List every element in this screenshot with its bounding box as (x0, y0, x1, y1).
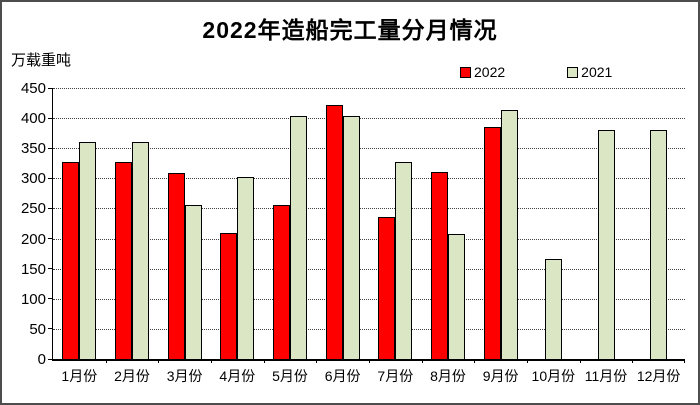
x-axis-label: 9月份 (482, 368, 519, 384)
gridline (53, 118, 685, 120)
bar-2021-2月份 (132, 142, 149, 359)
bar-group-7月份 (369, 162, 422, 359)
bar-group-8月份 (422, 172, 475, 359)
bar-2022-8月份 (431, 172, 449, 359)
y-axis-tick (48, 238, 53, 240)
bar-2022-3月份 (167, 173, 185, 359)
bar-group-2月份 (106, 142, 159, 359)
y-axis-label: 50 (29, 320, 46, 338)
legend-label-2021: 2021 (581, 64, 613, 80)
legend-item-2022: 2022 (460, 64, 505, 80)
y-axis-label: 200 (20, 230, 46, 248)
bar-group-4月份 (211, 177, 264, 359)
bar-groups (53, 88, 685, 359)
x-axis-label: 8月份 (430, 368, 466, 384)
y-axis-unit-label: 万载重吨 (11, 52, 72, 69)
chart-title: 2022年造船完工量分月情况 (202, 17, 498, 43)
bar-2021-5月份 (290, 116, 308, 359)
bar-2021-8月份 (448, 234, 466, 359)
legend-swatch-2022 (460, 66, 471, 78)
x-axis-label: 12月份 (636, 368, 681, 384)
bar-group-3月份 (158, 173, 211, 359)
legend-label-2022: 2022 (474, 64, 506, 80)
bar-group-12月份 (632, 130, 685, 359)
bar-2021-3月份 (184, 205, 202, 359)
bar-2022-4月份 (220, 233, 238, 359)
gridline (53, 328, 685, 330)
x-axis-label: 5月份 (272, 368, 308, 384)
y-axis-tick (48, 117, 53, 119)
bar-group-11月份 (580, 130, 633, 359)
x-axis-tick (579, 359, 581, 363)
bar-2022-9月份 (483, 127, 501, 359)
legend-item-2021: 2021 (567, 64, 612, 80)
bar-2021-1月份 (79, 142, 97, 359)
x-axis-tick (684, 359, 685, 363)
bar-group-6月份 (316, 105, 369, 359)
bar-2021-6月份 (342, 116, 360, 359)
x-axis-tick (421, 359, 423, 363)
x-axis-tick (369, 359, 370, 363)
bar-2022-2月份 (115, 162, 132, 359)
bar-2021-7月份 (395, 162, 413, 359)
bar-2021-12月份 (650, 130, 668, 359)
y-axis-tick (48, 207, 53, 209)
x-axis-tick (263, 359, 265, 363)
plot-area: 450 400 350 300 250 200 150 100 50 0 1月份 2月份 3月份 4月份 5… (21, 80, 685, 384)
gridline (53, 268, 685, 270)
bar-group-10月份 (527, 259, 580, 359)
x-axis-label: 11月份 (584, 368, 628, 384)
x-axis-tick (316, 359, 318, 363)
bar-2022-7月份 (378, 217, 396, 359)
bar-group-5月份 (264, 116, 317, 359)
x-axis-label: 10月份 (531, 368, 576, 384)
y-axis-tick (48, 147, 53, 149)
y-axis-label: 300 (20, 170, 46, 188)
gridline (53, 208, 685, 210)
y-axis-label: 100 (20, 290, 46, 308)
gridline (53, 238, 685, 240)
gridline (53, 298, 685, 300)
legend: 2022 2021 (460, 64, 612, 80)
x-axis-label: 7月份 (377, 368, 414, 384)
bar-2021-9月份 (500, 110, 518, 359)
bar-2021-10月份 (544, 259, 562, 359)
y-axis-tick (48, 177, 53, 179)
y-axis-tick (48, 358, 53, 360)
gridline (53, 178, 685, 180)
legend-swatch-2021 (567, 66, 579, 78)
y-axis-label: 0 (37, 351, 46, 368)
bar-2022-1月份 (62, 162, 80, 359)
y-axis-label: 400 (20, 110, 46, 128)
bar-2022-6月份 (325, 105, 343, 359)
x-axis-label: 4月份 (219, 368, 256, 384)
y-axis-tick (48, 298, 53, 300)
y-axis-label: 350 (20, 140, 46, 158)
bar-2021-11月份 (597, 130, 615, 359)
x-axis-label: 1月份 (61, 368, 98, 384)
y-axis-tick (48, 328, 53, 330)
gridline (53, 148, 685, 150)
bar-2022-5月份 (273, 205, 291, 359)
x-axis-tick (632, 359, 634, 363)
x-axis-label: 3月份 (166, 368, 203, 384)
y-axis-label: 450 (20, 80, 46, 97)
x-axis-tick (527, 359, 528, 363)
y-axis-label: 250 (20, 200, 46, 218)
y-axis-tick (48, 87, 53, 89)
bar-2021-4月份 (237, 177, 255, 359)
gridline (53, 88, 685, 89)
x-axis-tick (211, 359, 212, 363)
x-axis-tick (474, 359, 476, 363)
y-axis-label: 150 (20, 260, 46, 278)
x-axis-tick (158, 359, 160, 363)
bar-group-1月份 (53, 142, 106, 359)
x-axis-tick (105, 359, 107, 363)
bar-group-9月份 (474, 110, 527, 359)
x-axis-label: 6月份 (324, 368, 361, 384)
y-axis-tick (48, 268, 53, 270)
x-axis-label: 2月份 (114, 368, 150, 384)
